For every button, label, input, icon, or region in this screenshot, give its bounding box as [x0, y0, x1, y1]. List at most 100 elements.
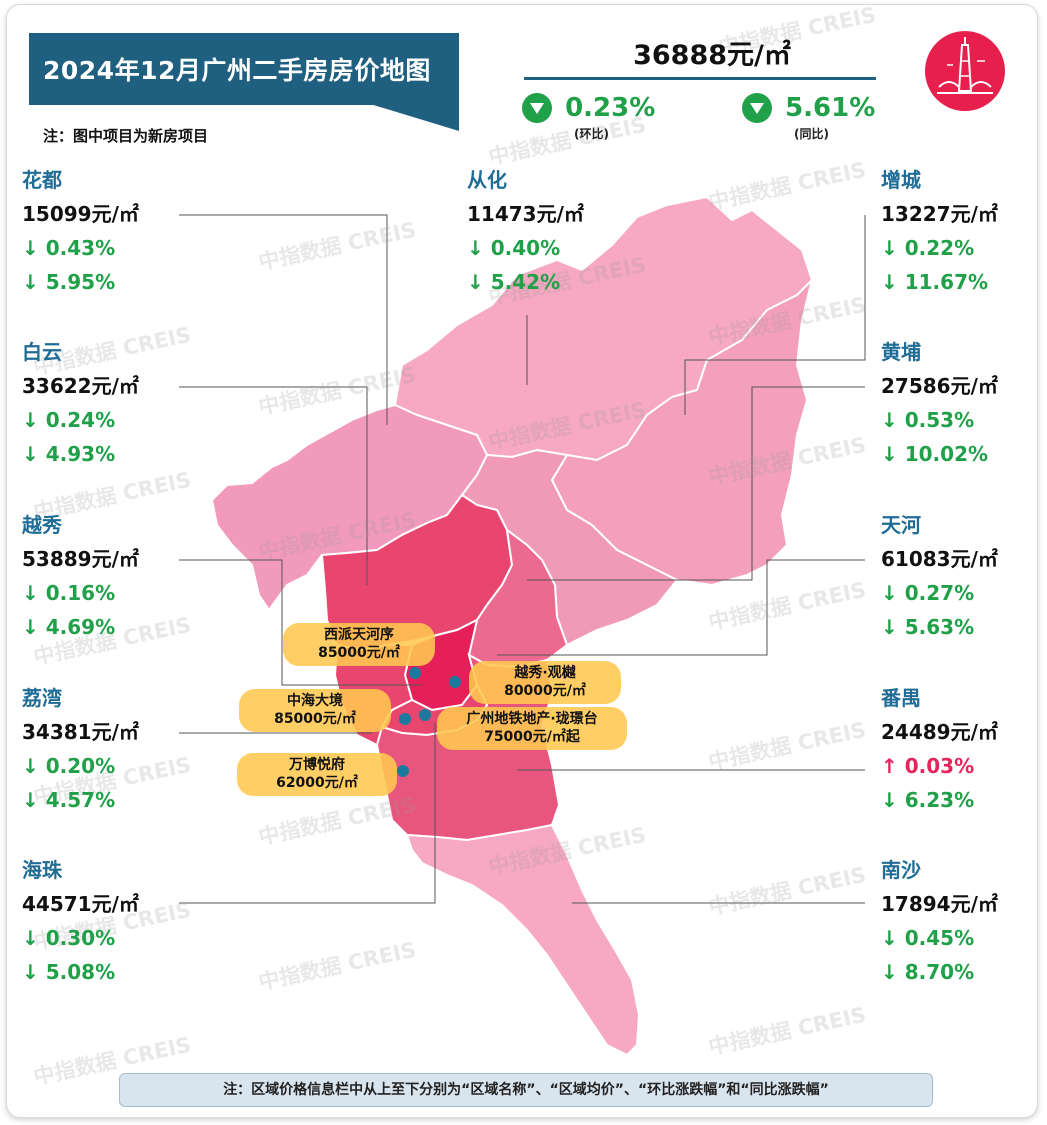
project-dot-xipai	[409, 667, 421, 679]
project-name: 越秀·观樾	[514, 665, 576, 681]
district-yoy: ↓ 5.63%	[881, 615, 975, 639]
note-new-projects: 注：图中项目为新房项目	[43, 127, 209, 145]
district-mom: ↓ 0.20%	[22, 754, 116, 778]
page-title: 2024年12月广州二手房房价地图	[43, 56, 431, 85]
district-mom: ↓ 0.45%	[881, 926, 975, 950]
district-mom: ↓ 0.30%	[22, 926, 116, 950]
map-region-nansha	[405, 823, 641, 1057]
district-name: 越秀	[22, 513, 62, 537]
project-name: 西派天河序	[324, 627, 394, 643]
district-info-zengcheng: 增城 13227元/㎡ ↓ 0.22% ↓ 11.67%	[881, 163, 998, 299]
district-mom: ↓ 0.40%	[467, 236, 561, 260]
project-name: 万博悦府	[289, 757, 345, 773]
project-label-ditie: 广州地铁地产·珑璟台 75000元/㎡起	[437, 707, 627, 750]
project-label-xipai: 西派天河序 85000元/㎡	[283, 623, 435, 666]
district-mom: ↓ 0.16%	[22, 581, 116, 605]
project-price: 85000元/㎡	[274, 711, 356, 727]
district-name: 增城	[881, 168, 921, 192]
title-banner: 2024年12月广州二手房房价地图	[29, 33, 459, 105]
district-mom: ↓ 0.24%	[22, 408, 116, 432]
district-name: 荔湾	[22, 686, 62, 710]
project-name: 广州地铁地产·珑璟台	[466, 711, 598, 727]
leader-lines	[179, 214, 866, 904]
district-price: 24489元/㎡	[881, 720, 998, 744]
district-price: 11473元/㎡	[467, 202, 584, 226]
canton-tower-icon	[937, 37, 993, 94]
city-mom-change: 0.23%	[565, 93, 656, 123]
project-price: 75000元/㎡起	[484, 729, 580, 745]
leader-yuexiu	[179, 559, 422, 686]
down-triangle-icon	[742, 93, 772, 123]
district-name: 从化	[467, 168, 507, 192]
district-yoy: ↓ 4.57%	[22, 788, 116, 812]
district-name: 天河	[881, 513, 921, 537]
headline-divider	[524, 77, 876, 80]
district-price: 17894元/㎡	[881, 892, 998, 916]
project-dot-yuexiu-guanyue	[449, 676, 461, 688]
leader-huadu	[179, 214, 388, 425]
district-price: 27586元/㎡	[881, 374, 998, 398]
district-info-huangpu: 黄埔 27586元/㎡ ↓ 0.53% ↓ 10.02%	[881, 335, 998, 471]
project-price: 62000元/㎡	[276, 775, 358, 791]
district-name: 花都	[22, 168, 62, 192]
mom-summary: 0.23% (环比)	[522, 93, 692, 142]
district-info-baiyun: 白云 33622元/㎡ ↓ 0.24% ↓ 4.93%	[22, 335, 139, 471]
district-yoy: ↓ 5.95%	[22, 270, 116, 294]
district-price: 34381元/㎡	[22, 720, 139, 744]
project-price: 80000元/㎡	[504, 683, 586, 699]
district-name: 番禺	[881, 686, 921, 710]
project-label-wanbo: 万博悦府 62000元/㎡	[237, 753, 397, 796]
district-name: 黄埔	[881, 340, 921, 364]
leader-zengcheng	[684, 215, 866, 415]
title-banner-tail	[367, 103, 459, 131]
district-price: 15099元/㎡	[22, 202, 139, 226]
district-yoy: ↓ 5.42%	[467, 270, 561, 294]
district-info-tianhe: 天河 61083元/㎡ ↓ 0.27% ↓ 5.63%	[881, 508, 998, 644]
project-dot-zhonghai	[399, 713, 411, 725]
district-mom: ↓ 0.43%	[22, 236, 116, 260]
district-info-panyu: 番禺 24489元/㎡ ↑ 0.03% ↓ 6.23%	[881, 681, 998, 817]
district-info-huadu: 花都 15099元/㎡ ↓ 0.43% ↓ 5.95%	[22, 163, 139, 299]
down-triangle-icon	[522, 93, 552, 123]
district-yoy: ↓ 6.23%	[881, 788, 975, 812]
district-yoy: ↓ 4.69%	[22, 615, 116, 639]
footer-note: 注：区域价格信息栏中从上至下分别为“区域名称”、“区域均价”、“环比涨跌幅”和“…	[119, 1073, 933, 1107]
district-price: 44571元/㎡	[22, 892, 139, 916]
project-dot-wanbo	[397, 765, 409, 777]
district-yoy: ↓ 5.08%	[22, 960, 116, 984]
leader-baiyun	[179, 386, 368, 585]
leader-haizhu	[179, 723, 436, 904]
district-name: 白云	[22, 340, 62, 364]
district-price: 61083元/㎡	[881, 547, 998, 571]
canton-tower-logo	[925, 31, 1005, 111]
map-frame: 中指数据 CREIS 中指数据 CREIS 中指数据 CREIS 中指数据 CR…	[6, 4, 1038, 1118]
district-yoy: ↓ 4.93%	[22, 442, 116, 466]
district-mom: ↓ 0.53%	[881, 408, 975, 432]
leader-tianhe	[497, 559, 865, 656]
project-label-zhonghai: 中海大境 85000元/㎡	[239, 689, 391, 732]
project-name: 中海大境	[287, 693, 343, 709]
yoy-label: (同比)	[794, 127, 829, 141]
mom-label: (环比)	[574, 127, 609, 141]
project-label-yuexiu-guanyue: 越秀·观樾 80000元/㎡	[469, 661, 621, 704]
district-info-liwan: 荔湾 34381元/㎡ ↓ 0.20% ↓ 4.57%	[22, 681, 139, 817]
district-mom: ↓ 0.22%	[881, 236, 975, 260]
project-dot-ditie	[419, 709, 431, 721]
district-mom: ↑ 0.03%	[881, 754, 975, 778]
district-yoy: ↓ 11.67%	[881, 270, 989, 294]
district-info-yuexiu: 越秀 53889元/㎡ ↓ 0.16% ↓ 4.69%	[22, 508, 139, 644]
yoy-summary: 5.61% (同比)	[742, 93, 912, 142]
district-info-conghua: 从化 11473元/㎡ ↓ 0.40% ↓ 5.42%	[467, 163, 584, 299]
district-mom: ↓ 0.27%	[881, 581, 975, 605]
project-price: 85000元/㎡	[318, 645, 400, 661]
district-price: 33622元/㎡	[22, 374, 139, 398]
district-info-nansha: 南沙 17894元/㎡ ↓ 0.45% ↓ 8.70%	[881, 853, 998, 989]
district-price: 13227元/㎡	[881, 202, 998, 226]
district-price: 53889元/㎡	[22, 547, 139, 571]
district-yoy: ↓ 10.02%	[881, 442, 989, 466]
city-yoy-change: 5.61%	[785, 93, 876, 123]
district-name: 海珠	[22, 858, 62, 882]
leader-huangpu	[527, 386, 865, 581]
city-average-price: 36888元/㎡	[633, 40, 791, 71]
district-yoy: ↓ 8.70%	[881, 960, 975, 984]
